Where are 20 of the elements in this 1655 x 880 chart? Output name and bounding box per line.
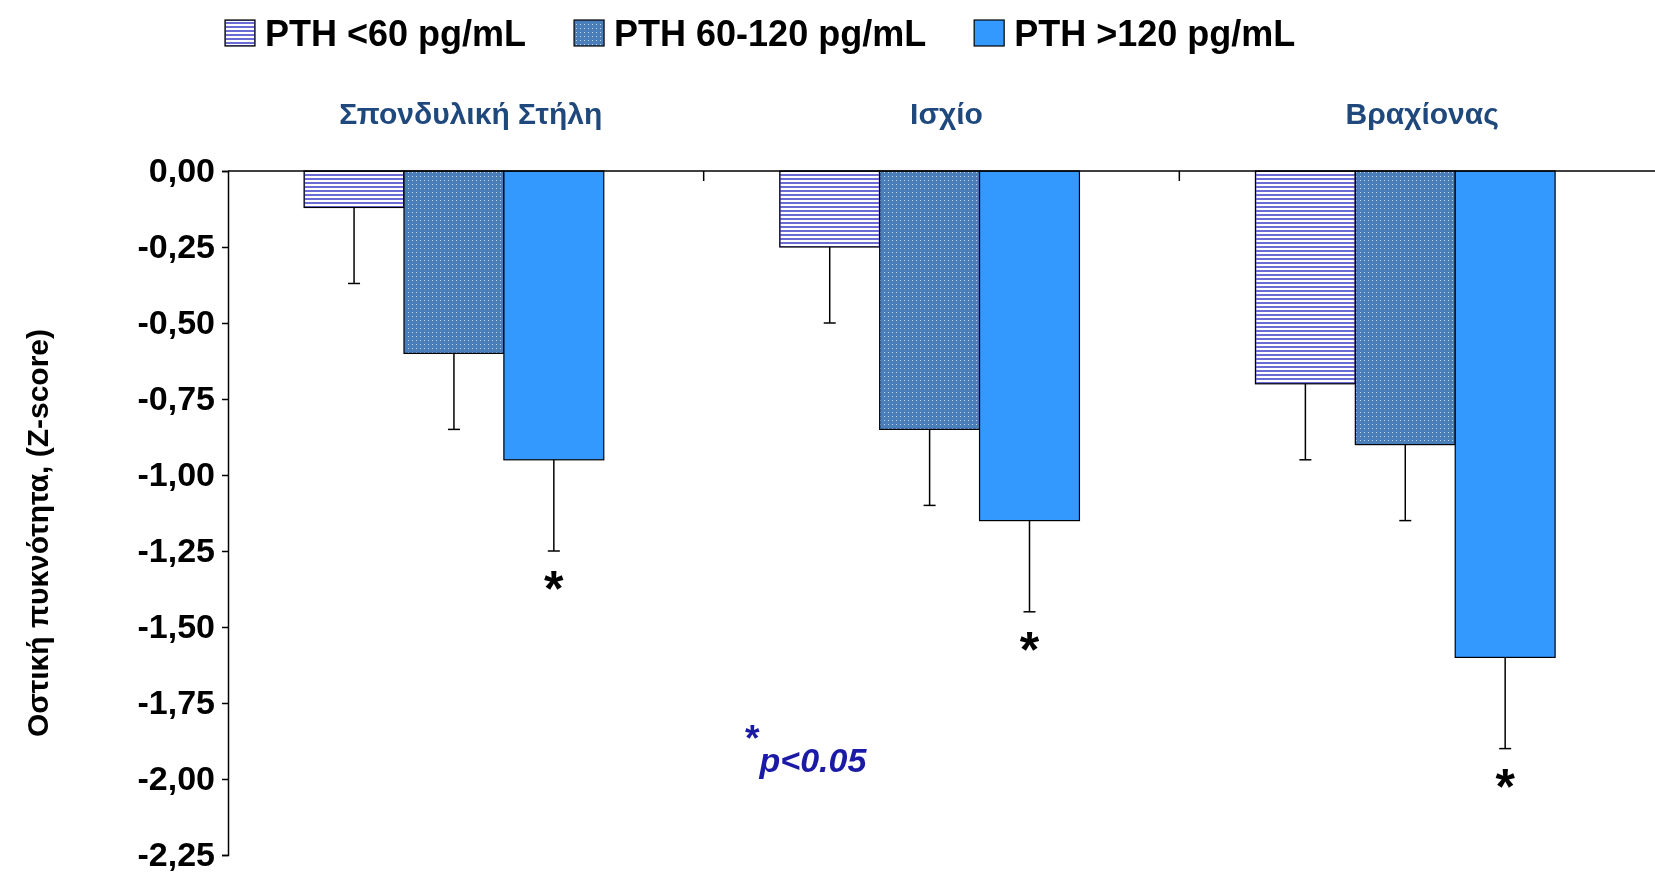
y-tick-label: 0,00 [148, 151, 215, 190]
y-tick-label: -2,25 [137, 835, 215, 874]
annotation: * [544, 561, 565, 617]
y-tick-label: -0,50 [137, 303, 215, 342]
legend-label: PTH >120 pg/mL [1014, 13, 1296, 54]
legend-label: PTH 60-120 pg/mL [614, 13, 927, 54]
y-tick-label: -0,25 [137, 227, 215, 266]
y-tick-label: -1,00 [137, 455, 215, 494]
y-tick-label: -0,75 [137, 379, 215, 418]
y-tick-label: -1,75 [137, 683, 215, 722]
y-tick-label: -1,50 [137, 607, 215, 646]
annotation: * [1019, 621, 1040, 678]
legend-label: PTH <60 pg/mL [265, 13, 527, 54]
x-tick-label: Βραχίονας [1345, 97, 1499, 130]
x-tick-label: Ισχίο [910, 97, 983, 130]
y-tick-label: -2,00 [137, 759, 215, 798]
y-tick-label: -1,25 [137, 531, 215, 570]
annotation: * [1495, 758, 1516, 815]
x-tick-label: Σπονδυλική Στήλη [339, 97, 603, 130]
y-axis-title: Οστική πυκνότητα, (Z-score) [21, 328, 54, 738]
